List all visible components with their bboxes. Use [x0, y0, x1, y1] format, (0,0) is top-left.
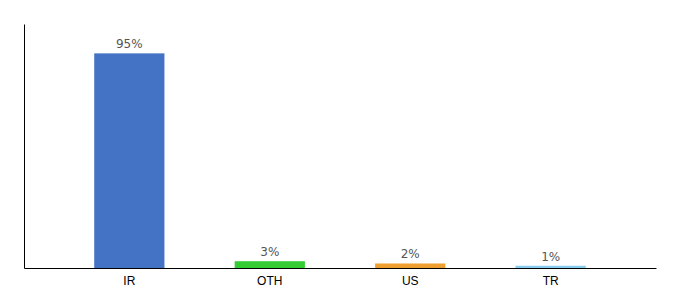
x-axis-line [25, 268, 657, 269]
data-labels: 95% 3% 2% 1% [116, 37, 560, 263]
x-tick: TR [543, 268, 559, 288]
bar [516, 266, 586, 268]
bar [235, 261, 305, 268]
bars [94, 53, 586, 268]
bar [375, 263, 445, 268]
bar [94, 53, 164, 268]
chart-container: IR OTH US TR 95% 3% 2% 1% [0, 0, 680, 300]
x-tick-label: OTH [257, 274, 282, 288]
x-tick-label: TR [543, 274, 559, 288]
x-tick-label: US [402, 274, 419, 288]
x-tick-label: IR [123, 274, 135, 288]
data-label: 95% [116, 37, 143, 51]
data-label: 2% [401, 247, 420, 261]
y-axis-line [24, 25, 25, 269]
plot-area: IR OTH US TR 95% 3% 2% 1% [25, 25, 657, 288]
y-axis [24, 25, 25, 269]
x-tick: US [402, 268, 419, 288]
x-tick: IR [123, 268, 135, 288]
x-tick: OTH [257, 268, 282, 288]
data-label: 1% [541, 250, 560, 264]
chart-svg: IR OTH US TR 95% 3% 2% 1% [0, 0, 680, 300]
data-label: 3% [260, 245, 279, 259]
x-axis: IR OTH US TR [25, 268, 657, 288]
